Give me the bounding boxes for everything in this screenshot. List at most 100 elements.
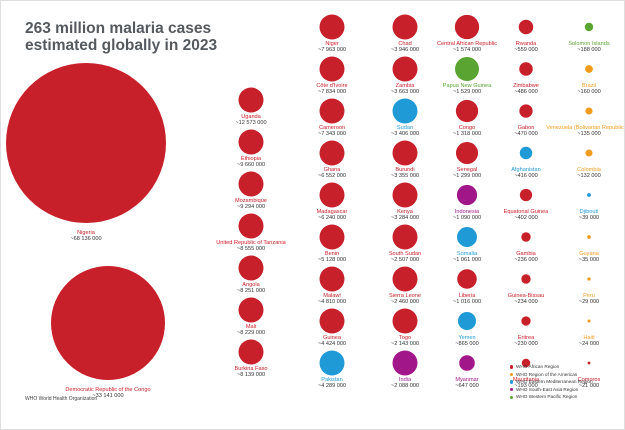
country-value: ~1 318 000 [452, 130, 482, 137]
country-value: ~7 343 000 [317, 130, 347, 137]
bubble-democratic-republic-of-the-congo [51, 266, 165, 380]
bubble-kenya [392, 182, 418, 208]
country-label-united-republic-of-tanzania: United Republic of Tanzania ~8 555 000 [196, 240, 306, 253]
country-value: ~9 500 [609, 215, 625, 221]
country-label-venezuela-bolivarian-republic-of: Venezuela (Bolivarian Republic of) ~135 0… [534, 125, 625, 138]
legend-item-sear: WHO South-East Asia Region [510, 386, 593, 394]
country-name: Uganda [241, 113, 261, 120]
bubble-zambia [392, 56, 418, 82]
country-value: ~68 136 000 [70, 236, 102, 243]
country-label-ethiopia: Ethiopia ~9 660 000 [196, 156, 306, 169]
country-value: ~35 000 [578, 256, 600, 263]
bubble-south-sudan [392, 224, 418, 250]
country-label-angola: Angola ~8 251 000 [196, 282, 306, 295]
country-name: Afghanistan [511, 166, 541, 173]
country-label-cameroon: Cameroon ~7 343 000 [277, 125, 387, 138]
country-label-gabon: Gabon ~470 000 [471, 125, 581, 138]
country-label-peru: Peru ~29 000 [534, 293, 625, 306]
bubble-myanmar [459, 355, 475, 371]
country-value: ~14 000 [609, 173, 625, 179]
bubble-malawi [319, 266, 345, 292]
country-name: Solomon Islands [568, 40, 610, 47]
country-name: Djibouti [579, 208, 599, 215]
country-name: Mozambique [234, 197, 268, 204]
country-value: ~7 963 000 [317, 46, 347, 53]
bubble-india [392, 350, 418, 376]
country-label-zambia: Zambia ~3 663 000 [350, 83, 460, 96]
country-label-c-te-d-ivoire: Côte d'Ivoire ~7 834 000 [277, 83, 387, 96]
country-label-equatorial-guinea: Equatorial Guinea ~402 000 [471, 209, 581, 222]
country-label-nicaragua: Nicaragua~8 200 [609, 293, 625, 306]
country-name: Kenya [397, 208, 413, 215]
legend-swatch [510, 387, 514, 392]
bubble-uganda [238, 87, 264, 113]
bubble-equatorial-guinea [519, 188, 533, 202]
country-value: ~402 000 [514, 214, 538, 221]
bubble-djibouti [587, 193, 591, 197]
country-label-namibia: Namibia~19 000 [609, 83, 625, 96]
country-value: ~2 143 000 [390, 340, 420, 347]
country-name: Liberia [458, 292, 476, 299]
bubble-rwanda [518, 19, 534, 35]
country-label-bolivia-plurinational-state-of: Bolivia (Plurinational State of)~14 000 [609, 167, 625, 180]
country-label-colombia: Colombia ~132 000 [534, 167, 625, 180]
bubble-chad [392, 14, 418, 40]
country-name: Democratic Republic of the Congo [65, 387, 151, 393]
country-value: ~6 800 [609, 341, 625, 347]
country-label-eritrea: Eritrea ~230 000 [471, 335, 581, 348]
country-value: ~24 000 [578, 340, 600, 347]
country-label-rwanda: Rwanda ~559 000 [471, 41, 581, 54]
country-value: ~5 128 000 [317, 256, 347, 263]
country-value: ~4 810 000 [317, 298, 347, 305]
country-name: Papua New Guinea [442, 82, 492, 89]
country-value: ~7 834 000 [317, 88, 347, 95]
chart-title: 263 million malaria cases estimated glob… [25, 20, 218, 54]
bubble-benin [319, 224, 345, 250]
country-name: Myanmar [455, 376, 479, 383]
country-value: ~4 424 000 [317, 340, 347, 347]
country-name: Pakistan [321, 376, 343, 383]
country-value: ~8 229 000 [236, 329, 266, 336]
country-label-guinea-bissau: Guinea-Bissau ~234 000 [471, 293, 581, 306]
country-label-papua-new-guinea: Papua New Guinea ~1 529 000 [412, 83, 522, 96]
bubble-cameroon [319, 98, 345, 124]
bubble-papua-new-guinea [455, 57, 479, 81]
bubble-brazil [585, 65, 593, 73]
country-value: ~21 000 [578, 382, 600, 389]
country-label-mauritania: Mauritania ~193 000 [471, 377, 581, 390]
country-name: Peru [583, 292, 595, 299]
bubble-burkina-faso [238, 339, 264, 365]
legend-label: WHO Western Pacific Region [516, 394, 578, 400]
country-label-gambia: Gambia ~236 000 [471, 251, 581, 264]
country-value: ~234 000 [514, 298, 538, 305]
country-name: Nigeria [77, 230, 95, 236]
country-name: Côte d'Ivoire [316, 82, 348, 89]
country-name: Somalia [456, 250, 478, 257]
country-label-togo: Togo ~2 143 000 [350, 335, 460, 348]
bubble-united-republic-of-tanzania [238, 213, 264, 239]
country-value: ~1 061 000 [452, 256, 482, 263]
country-name: Ghana [323, 166, 341, 173]
country-value: ~16 000 [609, 131, 625, 137]
country-label-solomon-islands: Solomon Islands ~188 000 [534, 41, 625, 54]
country-value: ~1 016 000 [452, 298, 482, 305]
country-name: Central African Republic [436, 40, 497, 47]
country-value: ~29 000 [578, 298, 600, 305]
bubble-ethiopia [238, 129, 264, 155]
bubble-ghana [319, 140, 345, 166]
country-value: ~2 088 000 [390, 382, 420, 389]
bubble-madagascar [319, 182, 345, 208]
legend-label: WHO Eastern Mediterranean Region [516, 379, 593, 385]
country-value: ~19 000 [609, 89, 625, 95]
country-value: ~486 000 [514, 88, 538, 95]
country-value: ~8 251 000 [236, 287, 266, 294]
country-label-brazil: Brazil ~160 000 [534, 83, 625, 96]
country-label-south-sudan: South Sudan ~2 507 000 [350, 251, 460, 264]
country-name: Guinea [322, 334, 342, 341]
bubble-gambia [521, 232, 531, 242]
country-value: ~236 000 [514, 256, 538, 263]
country-name: Haiti [583, 334, 595, 341]
country-label-guyana: Guyana ~35 000 [534, 251, 625, 264]
country-name: Equatorial Guinea [503, 208, 549, 215]
country-label-mali: Mali ~8 229 000 [196, 324, 306, 337]
